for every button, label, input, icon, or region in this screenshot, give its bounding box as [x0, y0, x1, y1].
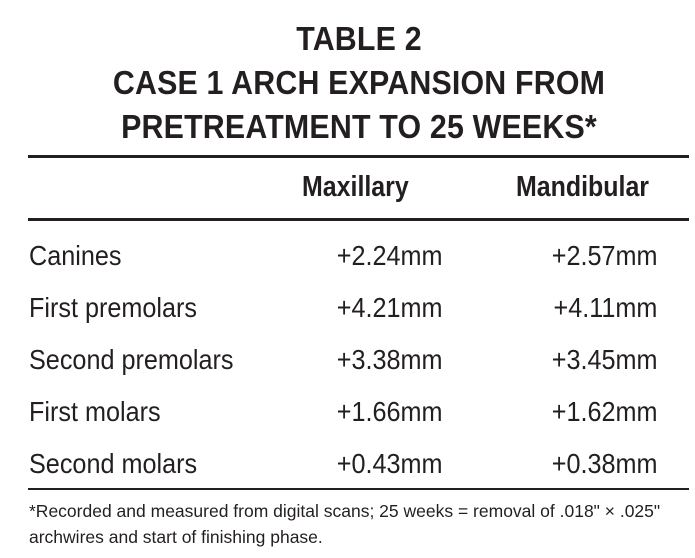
- mandibular-value: +4.11mm: [553, 292, 657, 323]
- maxillary-value: +0.43mm: [336, 448, 442, 479]
- mandibular-value: +2.57mm: [551, 240, 657, 271]
- table-row: Second molars +0.43mm +0.38mm: [0, 444, 695, 496]
- row-label: Second molars: [29, 448, 198, 479]
- maxillary-value: +1.66mm: [336, 396, 442, 427]
- mandibular-value: +1.62mm: [551, 396, 657, 427]
- header-rule: [28, 218, 689, 221]
- top-rule: [28, 155, 689, 158]
- table-row: First molars +1.66mm +1.62mm: [0, 392, 695, 444]
- row-label: First premolars: [29, 292, 198, 323]
- bottom-rule: [28, 488, 689, 490]
- row-label: Canines: [29, 240, 122, 271]
- row-label: First molars: [29, 396, 161, 427]
- maxillary-value: +3.38mm: [336, 344, 442, 375]
- table-footnote: *Recorded and measured from digital scan…: [29, 501, 661, 547]
- column-header-maxillary: Maxillary: [302, 171, 409, 203]
- table-row: Canines +2.24mm +2.57mm: [0, 236, 695, 288]
- mandibular-value: +0.38mm: [551, 448, 657, 479]
- table-title-line-1: TABLE 2: [296, 20, 422, 57]
- row-label: Second premolars: [29, 344, 234, 375]
- column-header-mandibular: Mandibular: [516, 171, 650, 203]
- mandibular-value: +3.45mm: [551, 344, 657, 375]
- maxillary-value: +4.21mm: [336, 292, 442, 323]
- maxillary-value: +2.24mm: [336, 240, 442, 271]
- table-row: First premolars +4.21mm +4.11mm: [0, 288, 695, 340]
- table-title-line-2: CASE 1 ARCH EXPANSION FROM: [112, 64, 606, 101]
- table-title-line-3: PRETREATMENT TO 25 WEEKS*: [121, 108, 597, 145]
- table-row: Second premolars +3.38mm +3.45mm: [0, 340, 695, 392]
